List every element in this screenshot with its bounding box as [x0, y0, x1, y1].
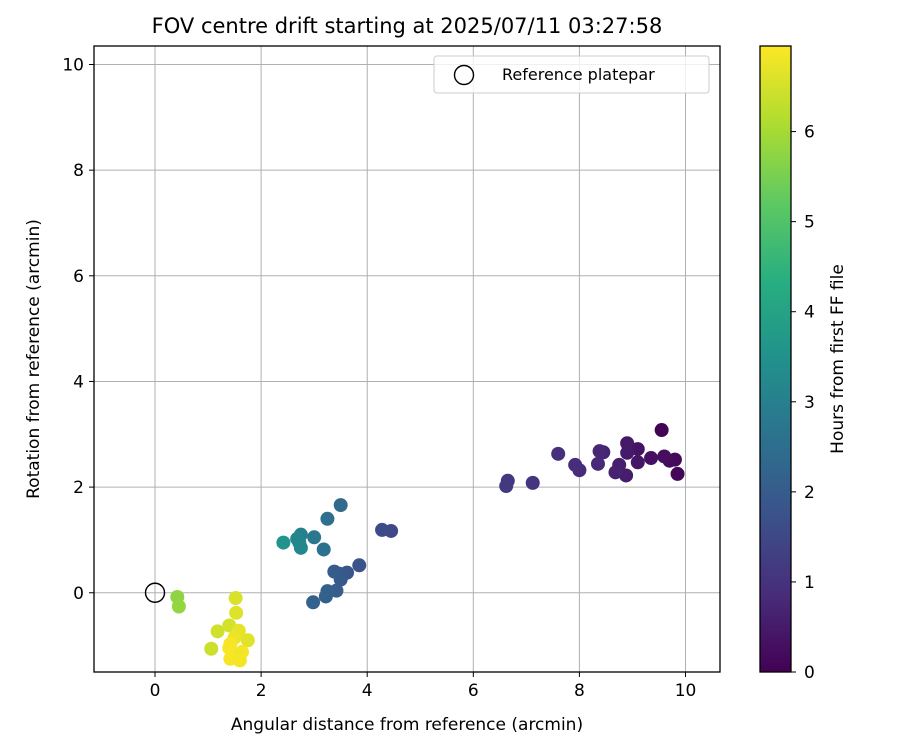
data-point	[670, 466, 685, 481]
data-point	[551, 446, 566, 461]
y-tick-label: 4	[73, 372, 84, 392]
data-point	[592, 444, 607, 459]
data-point	[276, 535, 291, 550]
y-axis-label: Rotation from reference (arcmin)	[24, 219, 44, 499]
colorbar-tick-label: 5	[804, 213, 815, 233]
data-point	[644, 451, 659, 466]
data-point	[171, 599, 186, 614]
data-point	[620, 445, 635, 460]
x-tick-label: 10	[675, 681, 697, 701]
colorbar-ticks: 0 1 2 3 4 5 6	[791, 123, 815, 683]
colorbar	[759, 45, 792, 673]
x-tick-label: 8	[574, 681, 585, 701]
colorbar-tick-label: 4	[804, 303, 815, 323]
data-point	[375, 522, 390, 537]
data-point	[240, 633, 255, 648]
reference-marker-group	[144, 582, 166, 603]
data-points	[170, 423, 685, 668]
chart-title: FOV centre drift starting at 2025/07/11 …	[152, 14, 663, 38]
y-tick-label: 6	[73, 267, 84, 287]
colorbar-tick-label: 0	[804, 663, 815, 683]
data-point	[316, 542, 331, 557]
reference-platepar-marker	[144, 582, 166, 603]
x-tick-label: 6	[468, 681, 479, 701]
data-point	[306, 595, 321, 610]
legend-box	[433, 55, 710, 94]
y-tick-label: 0	[73, 584, 84, 604]
data-point	[499, 479, 514, 494]
colorbar-tick-label: 1	[804, 573, 815, 593]
x-axis-ticks: 0 2 4 6 8 10	[150, 672, 697, 701]
x-tick-label: 2	[256, 681, 267, 701]
data-point	[320, 511, 335, 526]
grid-lines	[94, 46, 720, 672]
y-tick-label: 10	[62, 55, 84, 75]
data-point	[630, 442, 645, 457]
data-point	[232, 653, 247, 668]
data-point	[352, 558, 367, 573]
data-point	[204, 641, 219, 656]
data-point	[293, 540, 308, 555]
data-point	[657, 449, 672, 464]
x-tick-label: 0	[150, 681, 161, 701]
x-tick-label: 4	[362, 681, 373, 701]
y-tick-label: 2	[73, 478, 84, 498]
data-point	[608, 465, 623, 480]
data-point	[318, 589, 333, 604]
legend-reference-icon	[453, 64, 475, 86]
data-point	[654, 423, 669, 438]
data-point	[307, 530, 322, 545]
colorbar-tick-label: 3	[804, 393, 815, 413]
data-point	[590, 456, 605, 471]
y-tick-label: 8	[73, 161, 84, 181]
data-point	[630, 455, 645, 470]
legend-label: Reference platepar	[502, 65, 655, 84]
data-point	[568, 457, 583, 472]
legend: Reference platepar	[433, 55, 710, 94]
data-point	[229, 605, 244, 620]
data-point	[333, 498, 348, 513]
x-axis-label: Angular distance from reference (arcmin)	[231, 715, 583, 735]
plot-frame	[93, 45, 721, 673]
y-axis-ticks: 0 2 4 6 8 10	[62, 55, 94, 604]
colorbar-tick-label: 6	[804, 123, 815, 143]
colorbar-label: Hours from first FF file	[828, 264, 848, 454]
data-point	[619, 468, 634, 483]
data-point	[210, 624, 225, 639]
colorbar-tick-label: 2	[804, 483, 815, 503]
data-point	[327, 564, 342, 579]
data-point	[525, 475, 540, 490]
data-point	[228, 591, 243, 606]
